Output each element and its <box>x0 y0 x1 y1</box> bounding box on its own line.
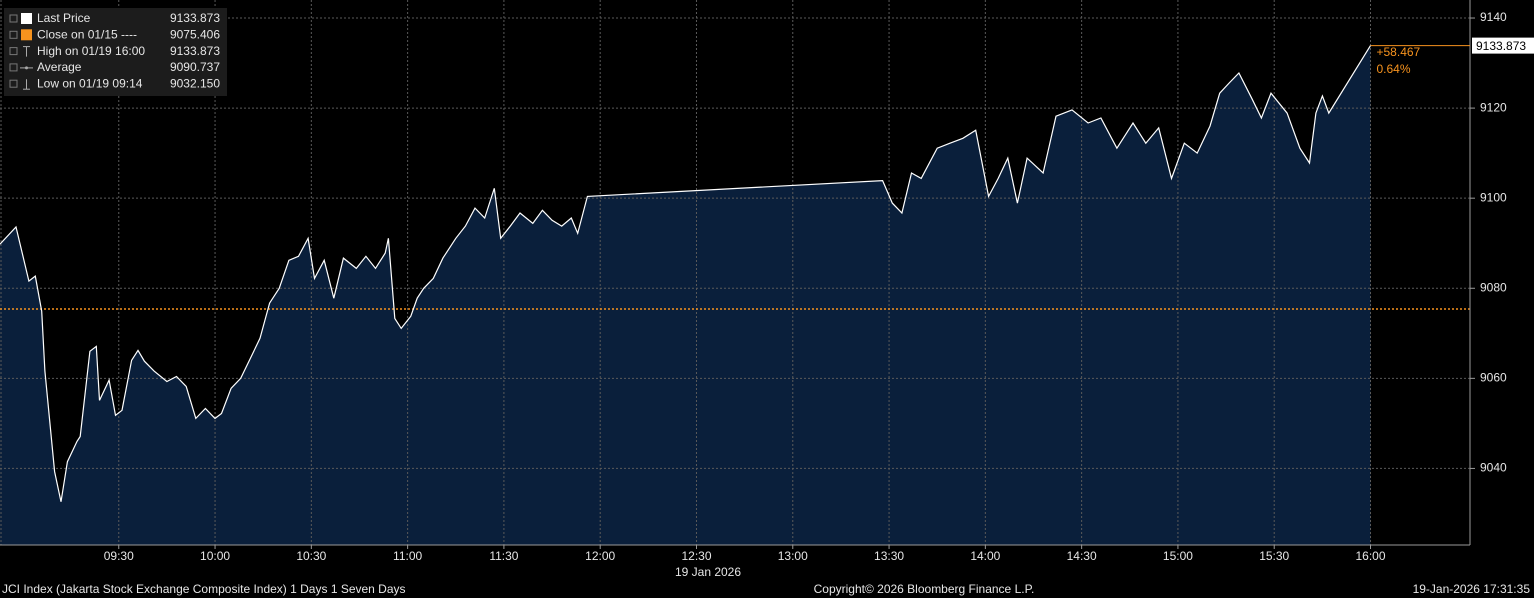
footer-right: 19-Jan-2026 17:31:35 <box>1413 582 1531 596</box>
change-pct-label: 0.64% <box>1377 62 1411 76</box>
plot-area <box>0 0 1470 545</box>
footer-center: Copyright© 2026 Bloomberg Finance L.P. <box>814 582 1035 596</box>
legend-value: 9075.406 <box>170 27 220 41</box>
x-tick-label: 16:00 <box>1355 549 1385 563</box>
x-tick-label: 11:30 <box>489 549 518 563</box>
footer-left: JCI Index (Jakarta Stock Exchange Compos… <box>2 582 406 596</box>
legend-label: Low on 01/19 09:14 <box>37 76 143 90</box>
legend: Last Price 9133.873 Close on 01/15 ---- 907… <box>9 11 220 90</box>
legend-box <box>4 8 227 96</box>
y-tick-label: 9140 <box>1480 10 1507 24</box>
y-tick-label: 9060 <box>1480 371 1507 385</box>
legend-value: 9133.873 <box>170 11 220 25</box>
x-tick-label: 14:30 <box>1067 549 1097 563</box>
x-tick-label: 13:30 <box>874 549 904 563</box>
legend-toggle <box>9 14 18 23</box>
price-line <box>0 45 1372 502</box>
change-label: +58.467 <box>1377 45 1421 59</box>
legend-value: 9032.150 <box>170 76 220 90</box>
x-axis-label: 19 Jan 2026 <box>675 565 741 579</box>
x-tick-label: 10:30 <box>296 549 326 563</box>
x-tick-label: 12:30 <box>681 549 711 563</box>
x-tick-label: 12:00 <box>585 549 615 563</box>
legend-icon <box>21 13 32 24</box>
last-price-tag <box>1472 37 1534 54</box>
legend-label: Close on 01/15 ---- <box>37 27 137 41</box>
x-tick-label: 15:00 <box>1163 549 1193 563</box>
legend-toggle <box>9 63 18 72</box>
x-tick-label: 10:00 <box>200 549 230 563</box>
x-tick-label: 11:00 <box>393 549 422 563</box>
area-fill <box>0 45 1371 545</box>
y-tick-label: 9080 <box>1480 280 1507 294</box>
legend-label: Last Price <box>37 11 91 25</box>
legend-value: 9133.873 <box>170 44 220 58</box>
legend-toggle <box>9 79 18 88</box>
legend-value: 9090.737 <box>170 60 220 74</box>
y-tick-label: 9120 <box>1480 100 1507 114</box>
x-tick-label: 15:30 <box>1259 549 1289 563</box>
legend-toggle <box>9 30 18 39</box>
legend-label: High on 01/19 16:00 <box>37 44 145 58</box>
y-tick-label: 9040 <box>1480 461 1507 475</box>
legend-label: Average <box>37 60 82 74</box>
last-price-label: 9133.873 <box>1476 39 1526 53</box>
x-tick-label: 14:00 <box>970 549 1000 563</box>
x-tick-label: 09:30 <box>104 549 134 563</box>
legend-icon <box>21 29 32 41</box>
legend-toggle <box>9 47 18 56</box>
y-tick-label: 9100 <box>1480 190 1507 204</box>
x-tick-label: 13:00 <box>778 549 808 563</box>
legend-icon <box>25 66 28 70</box>
